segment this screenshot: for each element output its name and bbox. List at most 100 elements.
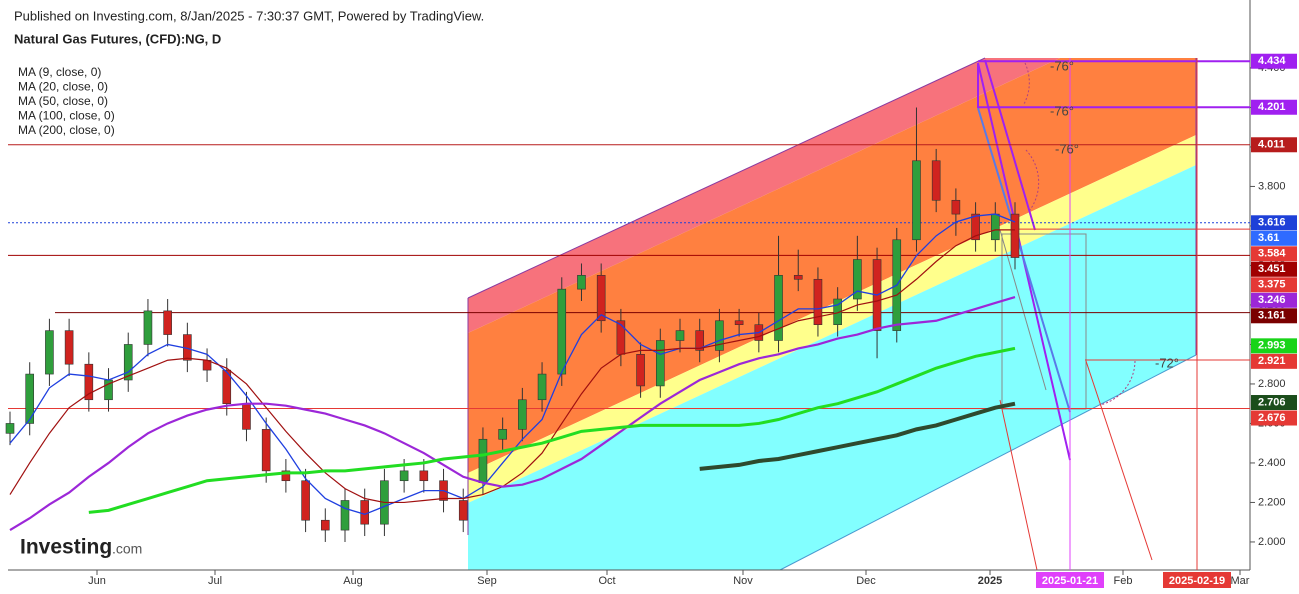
symbol: Natural Gas Futures, (CFD):NG, D	[14, 31, 221, 46]
candle-body	[557, 288, 567, 375]
candle-body	[123, 344, 133, 381]
price-label: 3.451	[1258, 263, 1286, 275]
angle-arc	[1023, 62, 1030, 105]
candle-body	[5, 423, 15, 434]
date-flag: 2025-02-19	[1169, 575, 1225, 587]
x-tick-label: Nov	[733, 575, 753, 587]
candle-body	[498, 429, 507, 440]
y-tick-label: 2.000	[1258, 536, 1286, 548]
candle-body	[675, 330, 685, 341]
date-flag: 2025-01-21	[1042, 575, 1098, 587]
x-tick-label: Jul	[208, 575, 222, 587]
legend-entry: MA (200, close, 0)	[18, 123, 115, 137]
angle-label: -76°	[1050, 103, 1074, 118]
price-label: 3.584	[1258, 248, 1286, 260]
logo-suffix: .com	[112, 541, 142, 557]
candle-body	[419, 470, 429, 482]
angle-arc	[1099, 360, 1136, 406]
price-label-box	[1251, 308, 1297, 324]
ma-line	[9, 229, 1015, 504]
band-cyan	[468, 165, 1196, 570]
x-tick-label: Sep	[477, 575, 497, 587]
trend-line	[999, 399, 1038, 571]
ma-line	[88, 346, 1016, 514]
candle-body	[577, 275, 586, 290]
price-label: 3.246	[1258, 294, 1286, 306]
angle-label: -76°	[1055, 141, 1079, 156]
price-label-box	[1251, 395, 1297, 411]
candle-body	[951, 199, 961, 215]
date-flag-box	[1036, 572, 1104, 588]
candle-body	[360, 500, 370, 525]
box	[1001, 233, 1087, 410]
candle-body	[242, 403, 251, 430]
y-tick-label: 2.800	[1258, 378, 1286, 390]
legend-entry: MA (100, close, 0)	[18, 109, 115, 123]
y-tick-label: 2.400	[1258, 457, 1286, 469]
candle-body	[931, 160, 941, 201]
ma-line	[9, 295, 1016, 532]
candle-body	[458, 500, 468, 521]
price-label-box	[1251, 99, 1297, 115]
trend-line	[1085, 360, 1153, 561]
candle-body	[990, 213, 1000, 241]
candle-body	[261, 429, 271, 472]
legend-entry: MA (9, close, 0)	[18, 65, 101, 79]
candle-body	[695, 330, 705, 351]
x-tick-label: Oct	[598, 575, 615, 587]
price-label-box	[1251, 292, 1297, 308]
price-label: 2.676	[1258, 412, 1286, 424]
legend-entry: MA (20, close, 0)	[18, 80, 108, 94]
candle-body	[912, 160, 921, 241]
published: Published on Investing.com, 8/Jan/2025 -…	[14, 8, 484, 23]
candle-body	[537, 373, 547, 401]
trend-line	[999, 229, 1047, 391]
x-tick-label: Mar	[1231, 575, 1250, 587]
price-label-box	[1251, 230, 1297, 246]
y-tick-label: 2.200	[1258, 496, 1286, 508]
candle-body	[793, 275, 803, 280]
candle-body	[616, 320, 626, 355]
candle-body	[853, 259, 862, 300]
price-label: 4.434	[1258, 55, 1286, 67]
x-tick-label: Feb	[1114, 575, 1133, 587]
channel-edge	[779, 354, 1197, 571]
candle-body	[281, 470, 291, 482]
price-label: 3.375	[1258, 279, 1286, 291]
candle-body	[25, 373, 35, 424]
date-flag-box	[1163, 572, 1231, 588]
candle-body	[478, 438, 488, 484]
angle-label: -72°	[1155, 355, 1179, 370]
x-tick-label: Dec	[856, 575, 876, 587]
ma-line	[699, 401, 1016, 471]
price-label-box	[1251, 261, 1297, 277]
candle-body	[163, 310, 172, 335]
price-label-box	[1251, 353, 1297, 369]
price-label-box	[1251, 277, 1297, 293]
x-tick-label: 2025	[978, 575, 1002, 587]
candle-body	[734, 320, 744, 325]
logo-brand: Investing	[20, 536, 112, 559]
candle-body	[222, 369, 232, 405]
x-tick-label: Aug	[343, 575, 363, 587]
candle-body	[320, 519, 330, 531]
channel-edge	[467, 57, 986, 299]
x-tick-label: Jun	[88, 575, 106, 587]
candle-body	[971, 213, 980, 241]
fork-line	[977, 107, 1071, 413]
price-label: 2.706	[1258, 396, 1286, 408]
angle-label: -76°	[1050, 58, 1074, 73]
price-label: 2.993	[1258, 340, 1286, 352]
legend-entry: MA (50, close, 0)	[18, 94, 108, 108]
price-label: 3.61	[1258, 232, 1279, 244]
price-label-box	[1251, 410, 1297, 426]
price-label: 4.011	[1258, 139, 1285, 151]
price-label-box	[1251, 338, 1297, 354]
candle-body	[84, 363, 94, 401]
price-label: 2.921	[1258, 355, 1286, 367]
candle-body	[399, 470, 409, 482]
candle-body	[596, 275, 606, 322]
price-label-box	[1251, 137, 1297, 153]
